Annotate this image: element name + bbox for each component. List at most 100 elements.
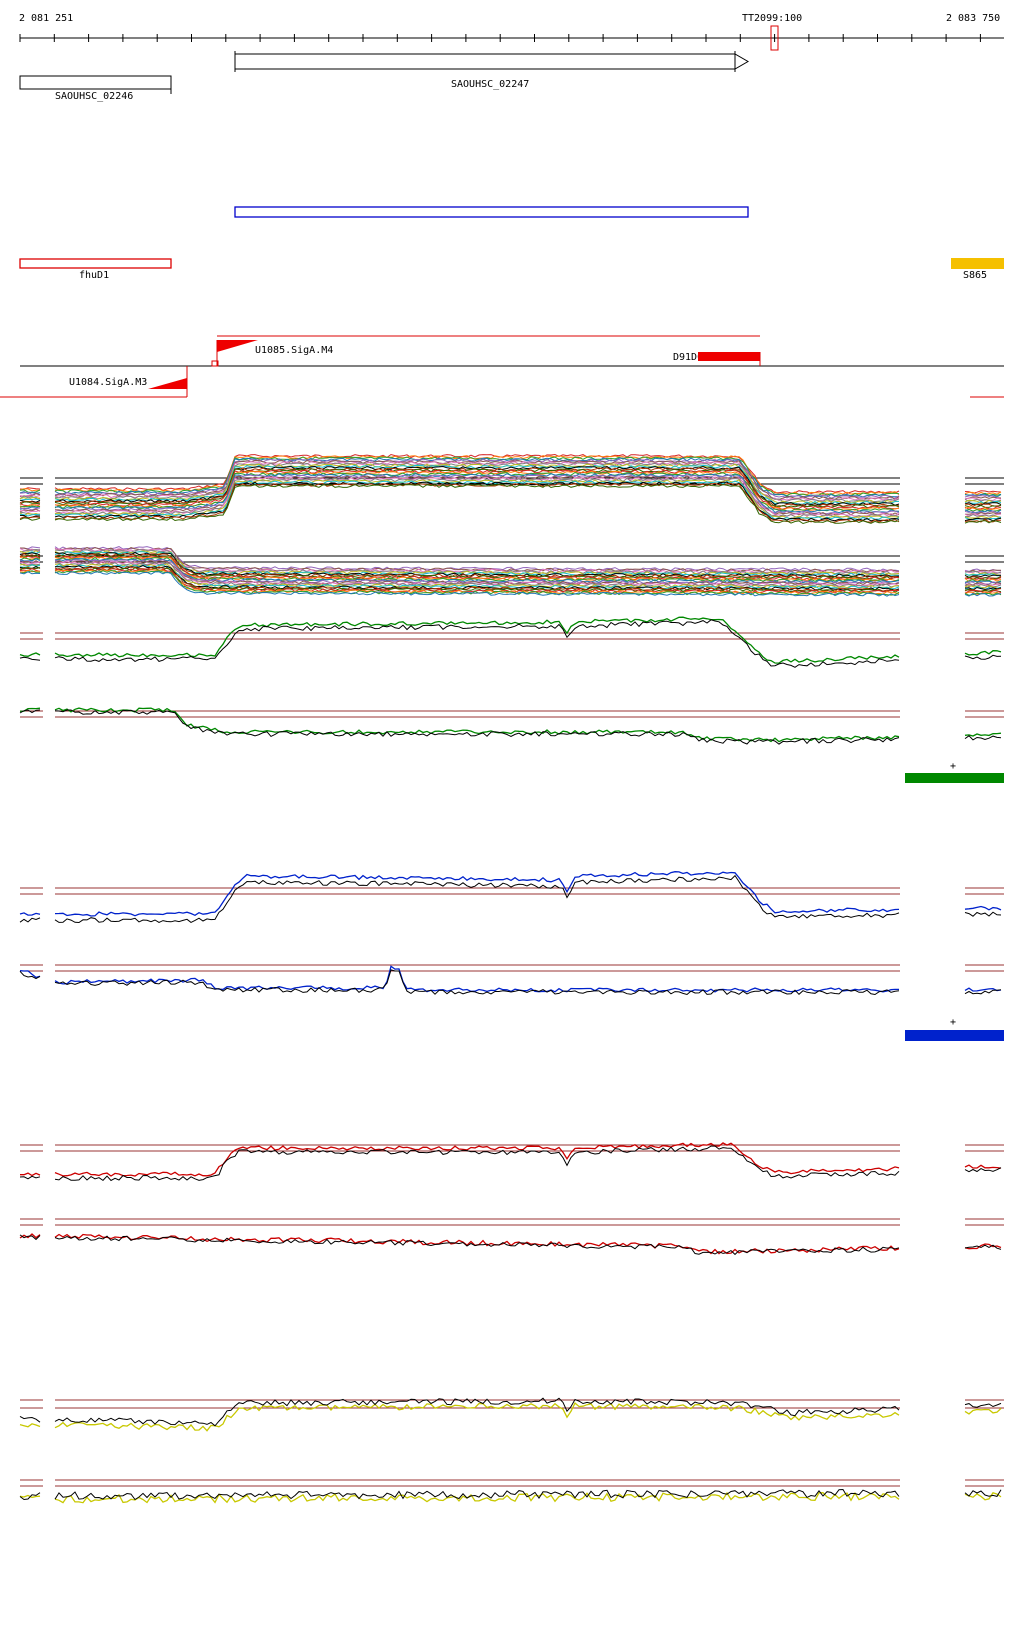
- track1-series-line: [19, 507, 41, 511]
- track1-series-line: [54, 453, 900, 495]
- ruler-start-label: 2 081 251: [19, 13, 74, 24]
- track2-series-line: [54, 566, 900, 592]
- track1-series-line: [54, 483, 900, 525]
- green-forward-line: [19, 652, 41, 657]
- blue-reverse-control-line: [54, 969, 900, 996]
- track2-series-line: [19, 553, 41, 558]
- track2-series-line: [19, 568, 41, 572]
- track2-series-line: [964, 592, 1002, 597]
- blue-panel-marker: +: [950, 1017, 957, 1028]
- track2-series-line: [54, 546, 900, 572]
- track2-series-line: [54, 558, 900, 584]
- terminator-label: TT2099:100: [742, 13, 803, 24]
- track2-series-line: [965, 569, 1002, 573]
- yellow-forward-line: [54, 1402, 900, 1432]
- track1-series-line: [964, 491, 1002, 496]
- green-reverse-control-line: [964, 735, 1002, 741]
- track2-series-line: [19, 562, 41, 566]
- track1-series-line: [19, 498, 41, 501]
- green-condition-bar[interactable]: [905, 773, 1004, 783]
- blue-reverse-line: [19, 970, 41, 979]
- track1-series-line: [19, 517, 41, 521]
- track1-series-line: [19, 513, 41, 517]
- track2-series-line: [964, 576, 1002, 580]
- track2-series-line: [54, 546, 900, 573]
- promoter-m4-shape[interactable]: [217, 340, 258, 352]
- blue-forward-line: [964, 905, 1002, 911]
- track1-series-line: [19, 496, 41, 500]
- terminator-marker[interactable]: [770, 25, 779, 51]
- track2-series-line: [19, 555, 41, 559]
- promoter-m4-label[interactable]: U1085.SigA.M4: [255, 345, 334, 356]
- green-reverse-line: [964, 732, 1002, 737]
- fhud1-box[interactable]: [19, 258, 172, 269]
- blue-reverse-line: [964, 987, 1002, 992]
- track1-series-line: [54, 476, 900, 517]
- track2-series-line: [54, 571, 900, 597]
- track1-series-line: [964, 496, 1002, 500]
- track2-series-line: [19, 557, 41, 562]
- red-reverse-line: [54, 1233, 900, 1255]
- track1-series-line: [54, 457, 900, 498]
- red-forward-line: [20, 1172, 41, 1177]
- gene-label-saouhsc-02247[interactable]: SAOUHSC_02247: [451, 79, 530, 90]
- track1-series-line: [54, 459, 900, 501]
- track2-series-line: [19, 560, 41, 564]
- track1-series-line: [19, 488, 41, 492]
- track2-series-line: [54, 566, 900, 593]
- blue-reverse-control-line: [19, 970, 41, 980]
- track2-series-line: [54, 556, 900, 583]
- position-ruler: [19, 25, 1004, 51]
- blue-reverse-line: [54, 965, 899, 993]
- red-forward-control-line: [964, 1167, 1002, 1173]
- track1-series-line: [54, 479, 900, 520]
- track2-series-line: [964, 590, 1002, 594]
- fhud1-label[interactable]: fhuD1: [79, 270, 110, 281]
- s865-label[interactable]: S865: [963, 270, 988, 281]
- track2-series-line: [19, 558, 41, 562]
- track1-series-line: [19, 500, 41, 504]
- track1-series-line: [964, 508, 1002, 512]
- yellow-forward-control-line: [964, 1402, 1002, 1408]
- yellow-reverse-line: [964, 1492, 1002, 1501]
- green-reverse-control-line: [54, 709, 900, 745]
- promoter-m3-shape[interactable]: [148, 378, 187, 389]
- track1-series-line: [964, 506, 1002, 511]
- yellow-reverse-control-line: [19, 1492, 41, 1501]
- track2-series-line: [19, 566, 41, 571]
- green-forward-line: [54, 616, 900, 664]
- ruler-end-label: 2 083 750: [946, 13, 1001, 24]
- gene-saouhsc-02246[interactable]: [19, 75, 172, 90]
- blue-forward-line: [54, 871, 900, 917]
- track1-series-line: [964, 517, 1002, 522]
- red-reverse-control-line: [54, 1235, 900, 1256]
- yellow-reverse-control-line: [54, 1488, 900, 1501]
- ruler-ticks: [19, 34, 981, 42]
- track2-series-line: [19, 564, 41, 568]
- red-forward-line: [54, 1142, 900, 1177]
- promoter-m3-label[interactable]: U1084.SigA.M3: [69, 377, 148, 388]
- track1-series-line: [19, 510, 41, 514]
- track1-series-line: [964, 520, 1002, 524]
- green-forward-control-line: [964, 654, 1002, 660]
- gene-saouhsc-02247-arrow[interactable]: [234, 53, 750, 70]
- yellow-reverse-line: [54, 1491, 900, 1504]
- green-reverse-line: [54, 707, 900, 743]
- red-forward-line: [964, 1164, 1002, 1169]
- track1-series-line: [19, 505, 41, 508]
- track1-series-line: [54, 482, 900, 523]
- expression-tracks: [19, 453, 1004, 1504]
- track2-series-line: [964, 584, 1001, 589]
- green-forward-control-line: [19, 656, 41, 661]
- d91-label[interactable]: D91D018: [673, 352, 716, 363]
- track2-series-line: [19, 548, 41, 553]
- track1-series-line: [965, 512, 1002, 515]
- track1-series-line: [964, 506, 1002, 510]
- track1-series-line: [19, 501, 41, 505]
- track1-series-line: [964, 515, 1002, 520]
- gene-label-saouhsc-02246[interactable]: SAOUHSC_02246: [55, 91, 134, 102]
- blue-condition-bar[interactable]: [905, 1030, 1004, 1041]
- s865-box[interactable]: [951, 258, 1004, 269]
- transcript-blue-box[interactable]: [234, 206, 749, 218]
- d91-box[interactable]: [698, 352, 760, 361]
